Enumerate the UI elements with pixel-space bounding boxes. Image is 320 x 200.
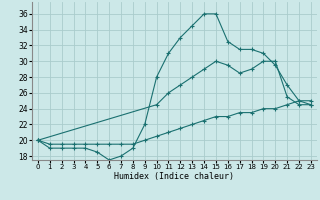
X-axis label: Humidex (Indice chaleur): Humidex (Indice chaleur): [115, 172, 234, 181]
